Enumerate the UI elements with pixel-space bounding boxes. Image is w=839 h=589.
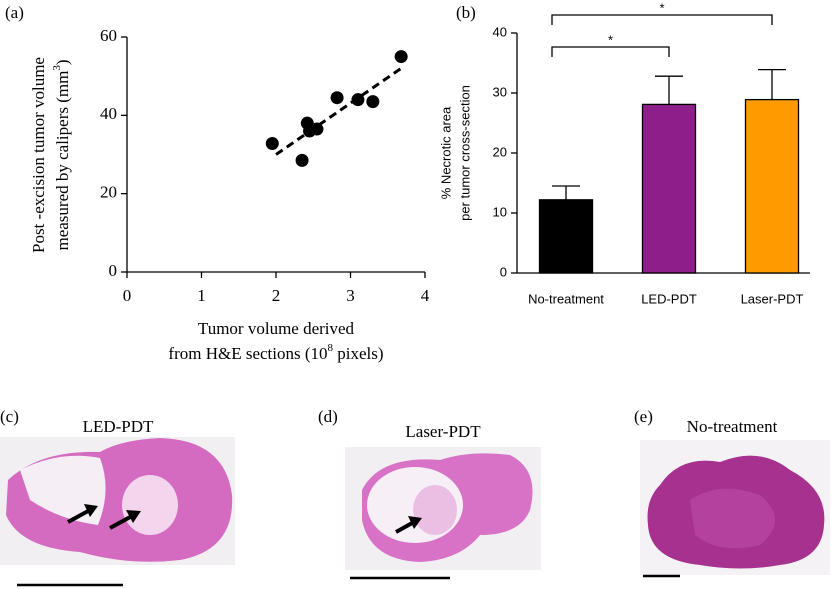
x-tick-label: 4 xyxy=(421,286,430,305)
y-tick-label: 10 xyxy=(493,204,507,219)
x-tick-label: 0 xyxy=(123,286,132,305)
point xyxy=(330,91,344,105)
x-label-part: pixels) xyxy=(333,344,384,363)
panel-label: (b) xyxy=(456,3,476,22)
bar xyxy=(641,103,697,274)
x-tick-label: No-treatment xyxy=(528,291,604,306)
x-tick-label: 3 xyxy=(346,286,355,305)
significance-bracket xyxy=(551,46,670,57)
point xyxy=(394,50,408,64)
x-label: from H&E sections (108 pixels) xyxy=(168,342,383,363)
histology-e xyxy=(640,440,830,578)
y-tick-label: 20 xyxy=(493,144,507,159)
panel-label: (d) xyxy=(318,407,338,426)
significance-label: * xyxy=(659,0,664,15)
y-label-sup: 3 xyxy=(51,65,63,71)
image-title: LED-PDT xyxy=(83,417,154,436)
y-label: measured by calipers (mm3) xyxy=(51,59,72,250)
point xyxy=(310,122,324,136)
histology-c xyxy=(0,437,235,587)
trendline xyxy=(275,67,403,156)
bar xyxy=(744,98,800,274)
y-tick-label: 40 xyxy=(493,24,507,39)
y-label: % Necrotic area xyxy=(438,106,453,199)
y-tick-label: 40 xyxy=(100,104,117,123)
y-label-part: measured by calipers (mm xyxy=(53,71,72,251)
point xyxy=(366,95,380,109)
point xyxy=(295,153,309,167)
y-label-part: ) xyxy=(53,59,72,65)
significance-label: * xyxy=(608,32,613,47)
point xyxy=(351,93,365,107)
y-tick-label: 0 xyxy=(500,264,507,279)
bar xyxy=(538,199,594,274)
y-tick-label: 30 xyxy=(493,84,507,99)
x-tick-label: Laser-PDT xyxy=(741,291,804,306)
y-tick-label: 20 xyxy=(100,183,117,202)
y-label: per tumor cross-section xyxy=(457,85,472,221)
x-tick-label: LED-PDT xyxy=(641,291,697,306)
y-tick-label: 0 xyxy=(109,261,118,280)
y-label: Post -excision tumor volume xyxy=(29,57,48,253)
histology-d xyxy=(345,447,541,580)
x-tick-label: 1 xyxy=(197,286,206,305)
image-title: No-treatment xyxy=(687,417,778,436)
x-label-part: from H&E sections (10 xyxy=(168,344,327,363)
x-label-sup: 8 xyxy=(328,342,334,354)
y-tick-label: 60 xyxy=(100,26,117,45)
point xyxy=(265,137,279,151)
image-title: Laser-PDT xyxy=(405,422,481,441)
panel-label: (e) xyxy=(634,407,653,426)
significance-bracket xyxy=(551,14,773,25)
x-tick-label: 2 xyxy=(272,286,281,305)
panel-label: (a) xyxy=(5,3,24,22)
panel-label: (c) xyxy=(0,407,19,426)
x-label: Tumor volume derived xyxy=(198,319,355,338)
